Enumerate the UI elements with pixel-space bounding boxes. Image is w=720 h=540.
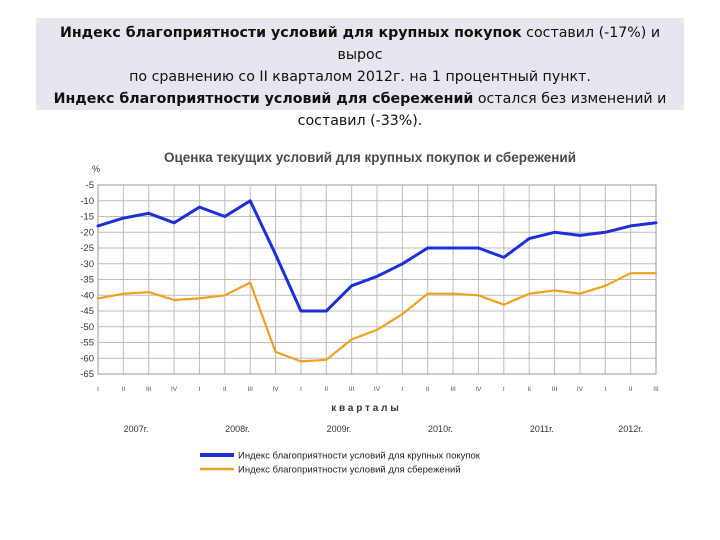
x-tick-label: IV	[475, 386, 482, 393]
x-tick-label: I	[401, 386, 403, 393]
chart-title: Оценка текущих условий для крупных покуп…	[164, 150, 576, 165]
legend-label-1: Индекс благоприятности условий для крупн…	[238, 451, 481, 462]
header-line-2: по сравнению со II кварталом 2012г. на 1…	[129, 69, 591, 85]
series-line-1	[96, 199, 658, 313]
x-tick-label: II	[527, 386, 531, 393]
x-tick-label: II	[629, 386, 633, 393]
y-tick-label: -35	[80, 275, 94, 286]
x-tick-label: IV	[272, 386, 279, 393]
year-labels: 2007г. 2008г. 2009г. 2010г. 2011г. 2012г.	[124, 424, 643, 434]
y-axis-label: %	[92, 164, 100, 174]
y-tick-labels: -5 -10 -15 -20 -25 -30 -35 -40 -45 -50 -55 -60 -65	[80, 180, 94, 380]
x-tick-label: II	[223, 386, 227, 393]
legend: Индекс благоприятности условий для крупн…	[200, 451, 481, 476]
header-line-1-rest: составил (-17%) и вырос	[337, 25, 661, 63]
y-tick-label: -65	[80, 369, 94, 380]
plot-border	[97, 184, 657, 375]
header-line-1-bold: Индекс благоприятности условий для крупн…	[59, 25, 522, 41]
x-tick-label: III	[247, 386, 253, 393]
y-tick-label: -55	[80, 338, 94, 349]
x-tick-label: I	[503, 386, 505, 393]
year-label: 2012г.	[618, 424, 643, 434]
x-tick-label: IV	[374, 386, 381, 393]
year-label: 2007г.	[124, 424, 149, 434]
x-tick-label: IV	[577, 386, 584, 393]
header-line-3: Индекс благоприятности условий для сбере…	[46, 88, 674, 110]
x-tick-label: IV	[171, 386, 178, 393]
x-tick-label: I	[300, 386, 302, 393]
x-tick-label: II	[122, 386, 126, 393]
y-tick-label: -5	[86, 180, 94, 191]
y-tick-label: -10	[80, 196, 94, 207]
x-tick-label: I	[604, 386, 606, 393]
x-tick-label: III	[450, 386, 456, 393]
y-tick-label: -45	[80, 306, 94, 317]
x-tick-label: I	[199, 386, 201, 393]
header-box: Индекс благоприятности условий для крупн…	[36, 18, 684, 129]
y-tick-label: -25	[80, 243, 94, 254]
year-label: 2008г.	[225, 424, 250, 434]
y-tick-label: -30	[80, 259, 94, 270]
x-tick-label: I	[97, 386, 99, 393]
x-axis-label: к в а р т а л ы	[331, 403, 399, 414]
header-line-1: Индекс благоприятности условий для крупн…	[46, 22, 674, 66]
x-tick-label: II	[426, 386, 430, 393]
year-label: 2011г.	[530, 424, 554, 434]
series	[96, 199, 658, 363]
series-line-2	[96, 272, 658, 363]
header-line-4: составил (-33%).	[297, 113, 423, 129]
header-line-3-bold: Индекс благоприятности условий для сбере…	[53, 91, 474, 107]
legend-label-2: Индекс благоприятности условий для сбере…	[238, 465, 461, 476]
x-tick-labels: I II III IV I II III IV I II III IV I II III IV I II III IV…	[97, 386, 659, 393]
year-label: 2009г.	[327, 424, 352, 434]
year-label: 2010г.	[428, 424, 453, 434]
x-tick-label: III	[146, 386, 152, 393]
y-tick-label: -20	[80, 227, 94, 238]
x-tick-label: III	[349, 386, 355, 393]
y-tick-label: -40	[80, 290, 94, 301]
y-tick-label: -15	[80, 212, 94, 223]
x-tick-label: III	[653, 386, 659, 393]
header-line-3-rest: остался без изменений и	[473, 91, 667, 107]
y-tick-label: -60	[80, 353, 94, 364]
x-tick-label: III	[552, 386, 558, 393]
y-tick-label: -50	[80, 322, 94, 333]
x-tick-label: II	[324, 386, 328, 393]
grid	[97, 184, 657, 375]
